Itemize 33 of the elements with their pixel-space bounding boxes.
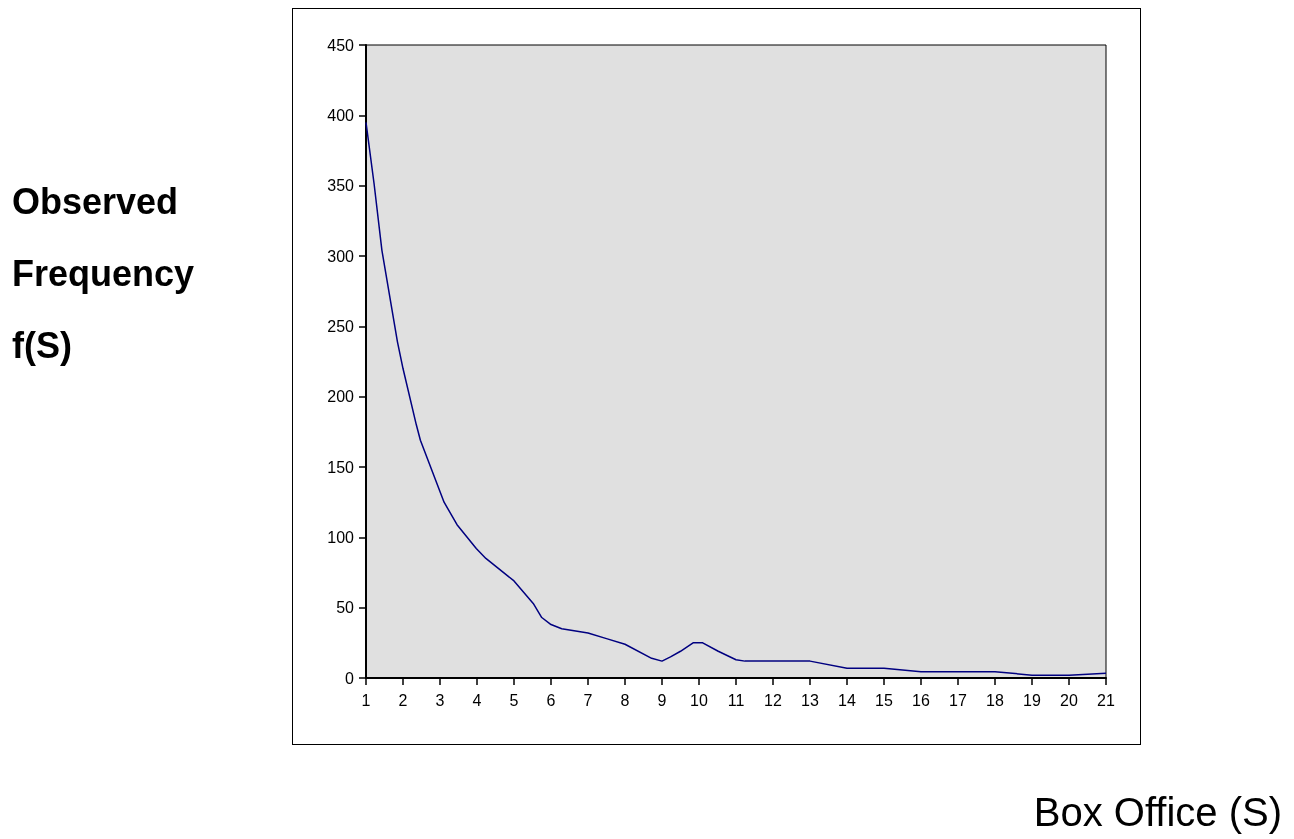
y-tick-label: 300 <box>327 247 355 265</box>
y-tick-label: 100 <box>327 528 355 546</box>
x-tick-label: 9 <box>657 691 667 709</box>
x-axis-title: Box Office (S) <box>1033 790 1282 835</box>
x-tick-label: 6 <box>546 691 556 709</box>
y-tick-label: 350 <box>327 177 355 195</box>
x-tick-label: 10 <box>690 691 708 709</box>
x-tick-label: 13 <box>801 691 819 709</box>
x-tick-label: 19 <box>1023 691 1041 709</box>
x-tick-label: 3 <box>435 691 445 709</box>
x-tick-label: 21 <box>1097 691 1115 709</box>
x-tick-label: 4 <box>472 691 482 709</box>
y-tick-label: 200 <box>327 388 355 406</box>
y-axis-title: Observed Frequency f(S) <box>12 180 195 368</box>
x-tick-label: 16 <box>912 691 930 709</box>
x-tick-label: 20 <box>1060 691 1078 709</box>
x-tick-label: 18 <box>986 691 1004 709</box>
x-tick-label: 5 <box>509 691 519 709</box>
x-tick-label: 14 <box>838 691 856 709</box>
y-tick-label: 400 <box>327 106 355 124</box>
x-tick-label: 7 <box>583 691 593 709</box>
x-tick-label: 15 <box>875 691 893 709</box>
x-tick-label: 12 <box>764 691 782 709</box>
y-tick-label: 50 <box>336 599 355 617</box>
y-tick-label: 0 <box>345 669 355 687</box>
x-tick-label: 1 <box>361 691 371 709</box>
x-tick-label: 8 <box>620 691 630 709</box>
y-tick-label: 150 <box>327 458 355 476</box>
x-tick-label: 2 <box>398 691 408 709</box>
x-tick-label: 17 <box>949 691 967 709</box>
y-tick-label: 450 <box>327 36 355 54</box>
y-tick-label: 250 <box>327 317 355 335</box>
x-tick-label: 11 <box>727 691 745 709</box>
